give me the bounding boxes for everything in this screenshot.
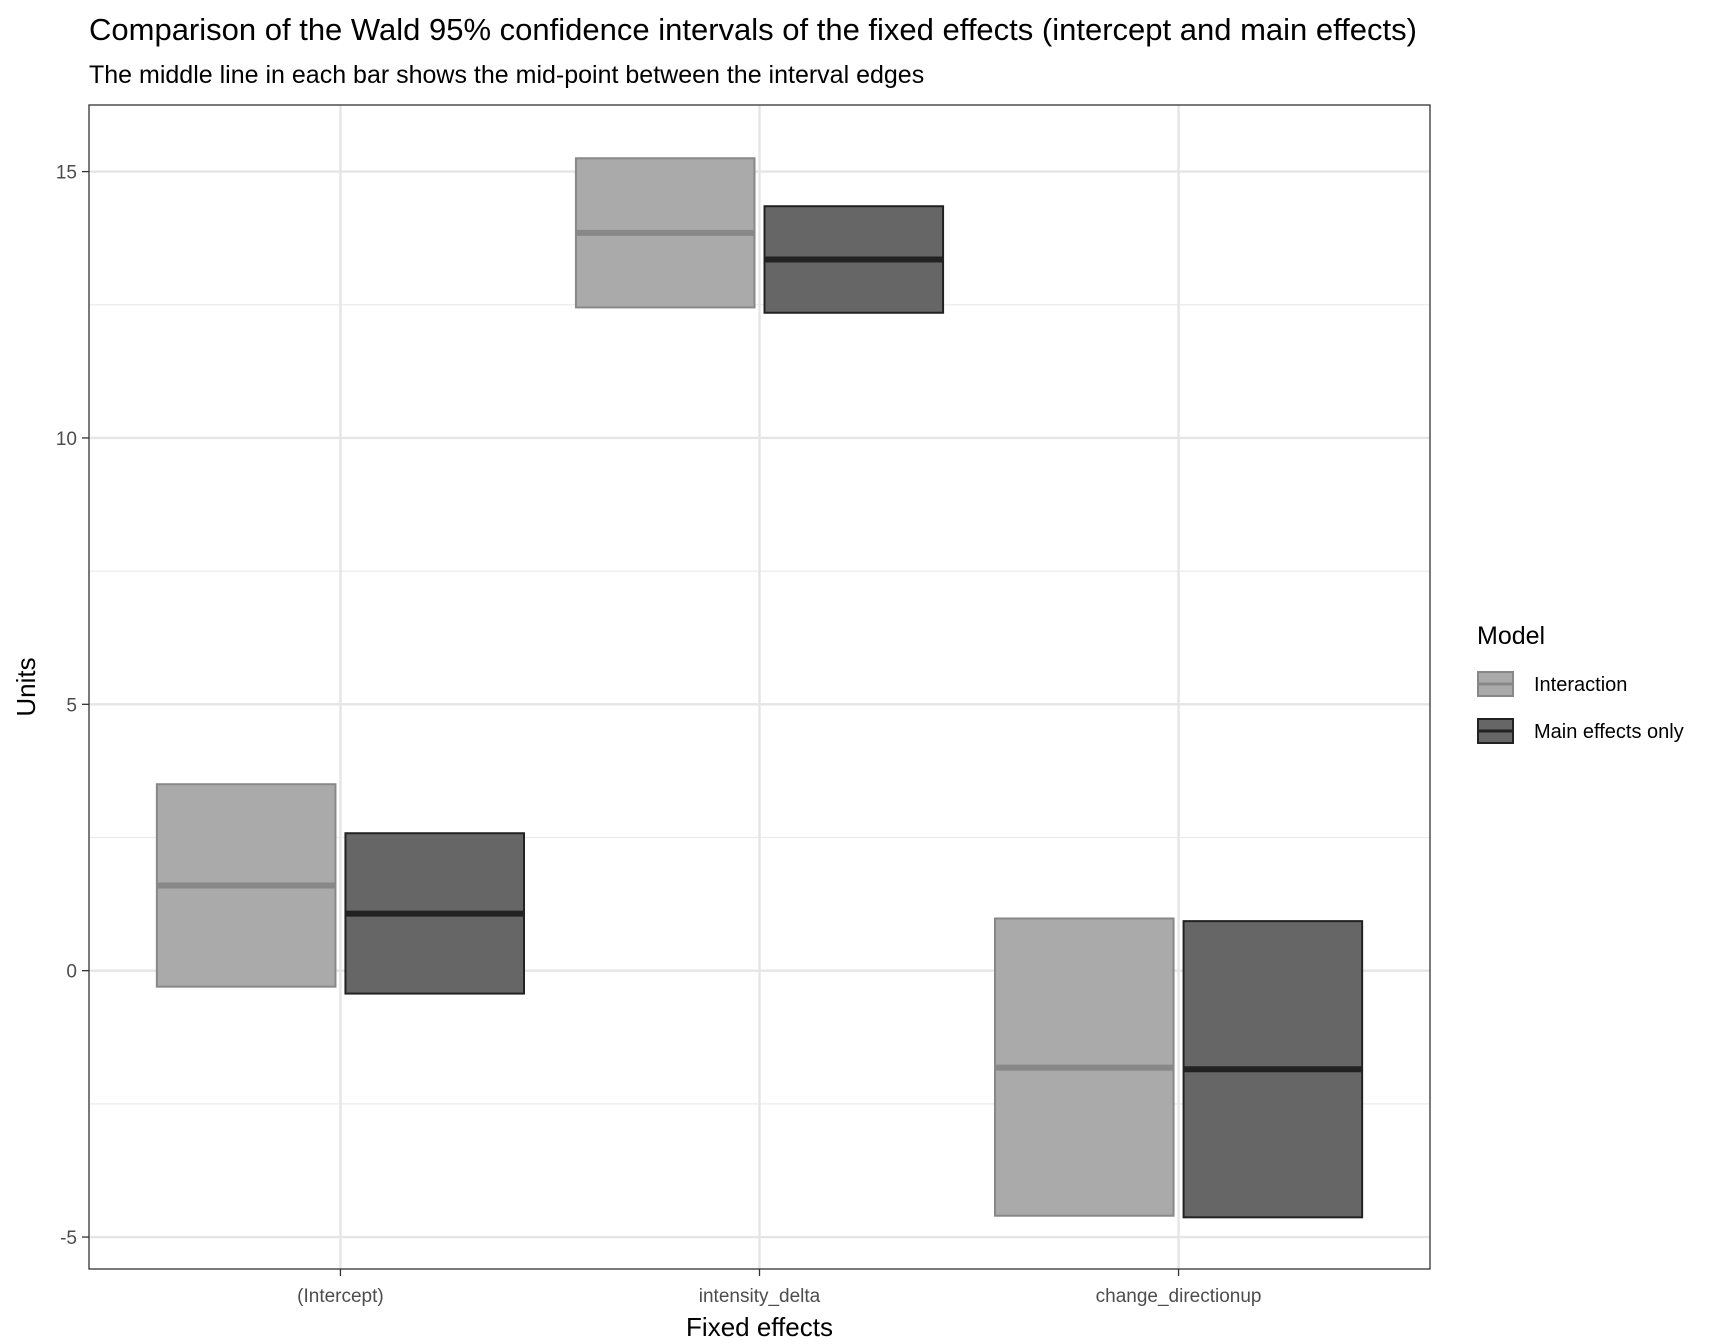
legend: Model Interaction Main effects only — [1477, 622, 1684, 744]
legend-label: Main effects only — [1534, 721, 1684, 743]
x-tick-label: (Intercept) — [297, 1286, 384, 1307]
legend-label: Interaction — [1534, 674, 1627, 696]
crossbars — [155, 157, 1364, 1219]
y-tick-label: 10 — [56, 429, 77, 450]
y-tick-label: 0 — [66, 962, 77, 983]
y-tick-label: -5 — [60, 1228, 77, 1249]
y-axis-title: Units — [11, 657, 41, 716]
chart-title: Comparison of the Wald 95% confidence in… — [89, 12, 1417, 47]
y-axis: -5 0 5 10 15 — [56, 163, 89, 1249]
legend-title: Model — [1477, 622, 1545, 650]
legend-items: Interaction Main effects only — [1477, 671, 1684, 744]
y-tick-label: 15 — [56, 163, 77, 184]
x-axis: (Intercept) intensity_delta change_directi… — [297, 1269, 1261, 1307]
x-tick-label: intensity_delta — [699, 1286, 821, 1307]
chart-subtitle: The middle line in each bar shows the mi… — [89, 61, 924, 89]
gridlines — [89, 105, 1430, 1269]
x-axis-title: Fixed effects — [686, 1312, 833, 1342]
x-tick-label: change_directionup — [1096, 1286, 1262, 1307]
y-tick-label: 5 — [66, 695, 77, 716]
